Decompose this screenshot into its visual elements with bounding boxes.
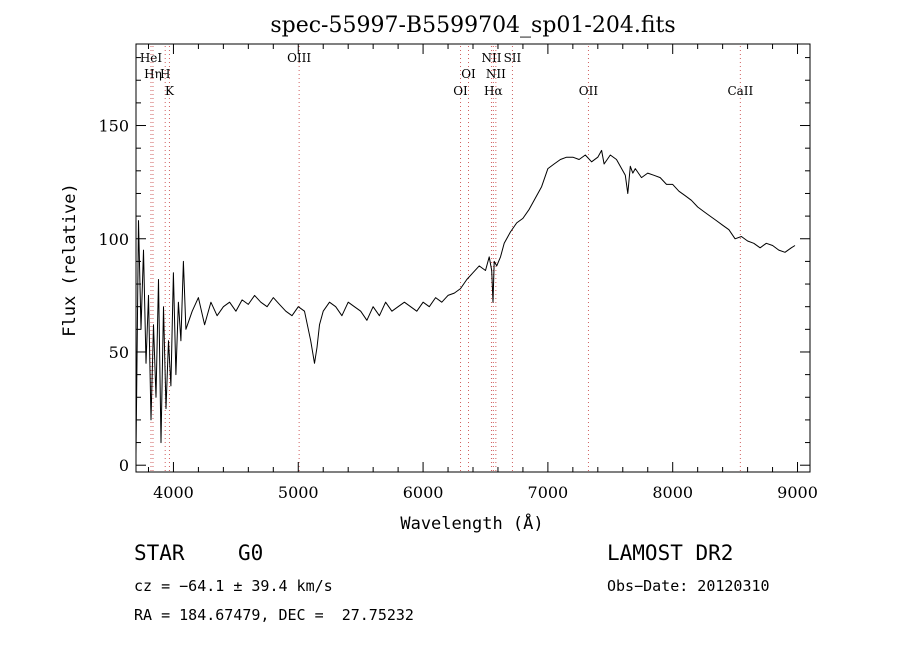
survey-label: LAMOST DR2 <box>607 541 734 565</box>
x-axis-label: Wavelength (Å) <box>400 512 543 534</box>
x-tick-label: 7000 <box>528 483 569 502</box>
line-label-7: NII <box>481 51 501 65</box>
y-tick-label: 50 <box>109 343 129 362</box>
line-label-4: OIII <box>287 51 311 65</box>
x-tick-label: 6000 <box>403 483 444 502</box>
line-label-11: OII <box>579 84 599 98</box>
y-tick-label: 100 <box>98 230 129 249</box>
line-label-5: OI <box>453 84 468 98</box>
x-tick-label: 9000 <box>777 483 818 502</box>
cz-text: cz = −64.1 ± 39.4 km/s <box>134 577 333 595</box>
line-label-0: HeI <box>140 51 163 65</box>
line-label-2: H <box>160 67 170 81</box>
line-label-10: SII <box>504 51 522 65</box>
coords-text: RA = 184.67479, DEC = 27.75232 <box>134 606 414 624</box>
y-axis-label: Flux (relative) <box>60 183 80 337</box>
class-label: STAR <box>134 541 185 565</box>
y-tick-label: 0 <box>119 456 129 475</box>
line-label-1: Hη <box>144 67 162 81</box>
line-label-3: K <box>165 84 175 98</box>
x-tick-label: 8000 <box>652 483 693 502</box>
x-tick-label: 5000 <box>278 483 319 502</box>
line-label-8: NII <box>486 67 506 81</box>
x-tick-label: 4000 <box>153 483 194 502</box>
y-tick-label: 150 <box>98 117 129 136</box>
chart-title: spec-55997-B5599704_sp01-204.fits <box>270 13 675 38</box>
subclass-label: G0 <box>238 541 264 565</box>
plot-frame <box>135 43 811 473</box>
obs-date: Obs−Date: 20120310 <box>607 577 770 595</box>
line-label-12: CaII <box>727 84 753 98</box>
line-label-6: OI <box>461 67 476 81</box>
line-label-9: Hα <box>484 84 503 98</box>
spectrum-line-0 <box>135 149 796 454</box>
